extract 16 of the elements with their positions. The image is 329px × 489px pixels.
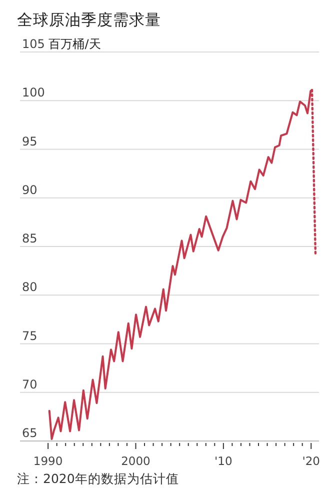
x-tick-label: 1990 xyxy=(33,454,63,468)
y-tick-label: 105 xyxy=(22,37,45,51)
y-tick-label: 85 xyxy=(22,232,38,246)
x-tick-label: '10 xyxy=(214,454,232,468)
chart-title: 全球原油季度需求量 xyxy=(17,11,161,29)
x-tick-label: '20 xyxy=(302,454,320,468)
y-tick-label: 70 xyxy=(22,377,38,392)
y-tick-label: 90 xyxy=(22,182,38,197)
y-tick-label: 100 xyxy=(22,86,45,100)
y-tick-label: 95 xyxy=(22,134,38,148)
text: 注：2020年的数据为估计值 xyxy=(17,471,179,486)
y-tick-label: 80 xyxy=(22,280,38,294)
y-tick-label: 65 xyxy=(22,426,38,440)
y-axis-title: 百万桶/天 xyxy=(48,37,101,51)
x-tick-label: 2000 xyxy=(121,454,150,468)
y-tick-label: 75 xyxy=(22,328,38,343)
